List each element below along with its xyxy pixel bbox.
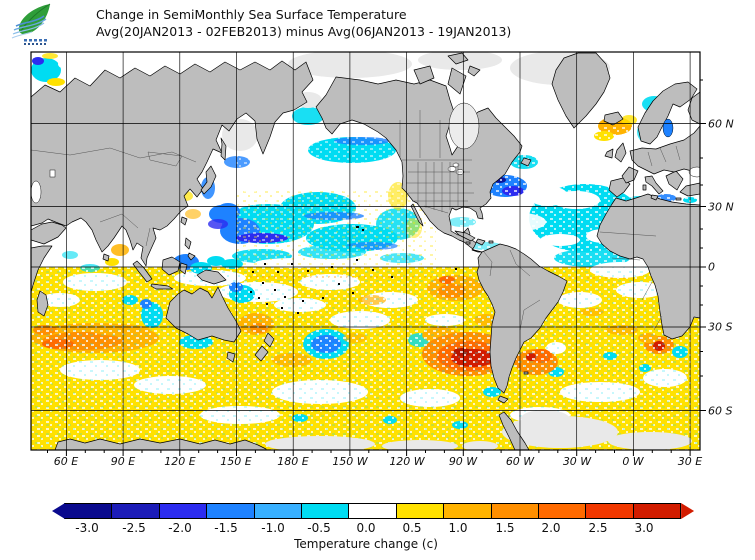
colorbar-tick: 1.0 — [448, 521, 468, 535]
land-japan — [200, 165, 217, 195]
lon-label-90e: 90 E — [110, 455, 136, 468]
land-arabia — [31, 221, 67, 245]
land-new-guinea — [196, 269, 227, 285]
chart-subtitle: Avg(20JAN2013 - 02FEB2013) minus Avg(06J… — [96, 24, 512, 39]
colorbar-tick: -0.5 — [307, 521, 331, 535]
colorbar-left-arrow — [52, 503, 65, 519]
land-iceland — [603, 111, 624, 126]
colorbar-tick: 0.5 — [402, 521, 422, 535]
colorbar-right-arrow — [681, 503, 695, 519]
graticule-grid — [31, 52, 700, 450]
land-antarctic-peninsula — [498, 411, 530, 450]
land-baja — [410, 203, 424, 227]
land-eurasia — [31, 60, 314, 267]
leaf-icon — [11, 3, 51, 39]
colorbar-cell — [632, 503, 682, 519]
colorbar — [52, 503, 695, 519]
land-australia — [165, 286, 242, 343]
plot-frame — [30, 51, 706, 456]
colorbar-tick: 2.5 — [588, 521, 608, 535]
colorbar-tick: -3.0 — [75, 521, 99, 535]
land-cuba — [454, 230, 476, 242]
colorbar-cell — [585, 503, 634, 519]
lon-label-0w: 0 W — [622, 455, 644, 468]
colorbar-cell — [537, 503, 587, 519]
colorbar-cell — [395, 503, 445, 519]
political-borders — [31, 110, 681, 331]
land-britain — [614, 142, 627, 163]
colorbar-tick: 3.0 — [634, 521, 654, 535]
colorbar-cell — [158, 503, 208, 519]
lat-label-30s: 30 S — [708, 320, 733, 334]
lat-label-30n: 30 N — [708, 200, 734, 213]
agency-leaf-logo — [11, 3, 51, 45]
colorbar-cell — [300, 503, 350, 519]
chart-title: Change in SemiMonthly Sea Surface Temper… — [96, 7, 407, 22]
colorbar-cell — [253, 503, 302, 519]
land-south-america — [476, 243, 568, 394]
colorbar-tick: -2.5 — [122, 521, 146, 535]
lon-label-30w: 30 W — [562, 455, 592, 468]
lat-label-60s: 60 S — [708, 404, 733, 417]
colorbar-tick: 2.0 — [541, 521, 561, 535]
colorbar-tick: -2.0 — [168, 521, 192, 535]
lat-label-60n: 60 N — [708, 117, 734, 130]
lon-label-60w: 60 W — [505, 455, 535, 468]
colorbar-cell — [348, 503, 397, 519]
land-new-zealand — [263, 332, 275, 348]
colorbar-caption: Temperature change (c) — [294, 537, 438, 551]
lon-label-30e: 30 E — [677, 455, 703, 468]
colorbar-cell — [490, 503, 539, 519]
colorbar-tick: -1.0 — [261, 521, 285, 535]
lon-label-120w: 120 W — [389, 455, 425, 468]
colorbar-tick: -1.5 — [214, 521, 238, 535]
colorbar-cell — [206, 503, 255, 519]
island-specks — [250, 226, 457, 314]
land-africa — [596, 193, 700, 340]
land-scandinavia — [637, 81, 698, 145]
lon-label-60e: 60 E — [53, 455, 79, 468]
colorbar-tick: 1.5 — [495, 521, 515, 535]
colorbar-cell — [64, 503, 113, 519]
colorbar-cell — [443, 503, 492, 519]
colorbar-cell — [111, 503, 160, 519]
lon-label-150w: 150 W — [332, 455, 368, 468]
lon-label-180e: 180 E — [277, 455, 309, 468]
land-greenland — [551, 52, 611, 129]
logo-caption-marks — [24, 39, 47, 45]
lon-label-120e: 120 E — [164, 455, 196, 468]
colorbar-tick: 0.0 — [356, 521, 376, 535]
lon-label-90w: 90 W — [448, 455, 478, 468]
lat-label-eq: 0 — [708, 260, 715, 274]
lon-label-150e: 150 E — [220, 455, 252, 468]
land-madagascar — [36, 290, 49, 317]
south-anomaly-field — [31, 244, 700, 450]
